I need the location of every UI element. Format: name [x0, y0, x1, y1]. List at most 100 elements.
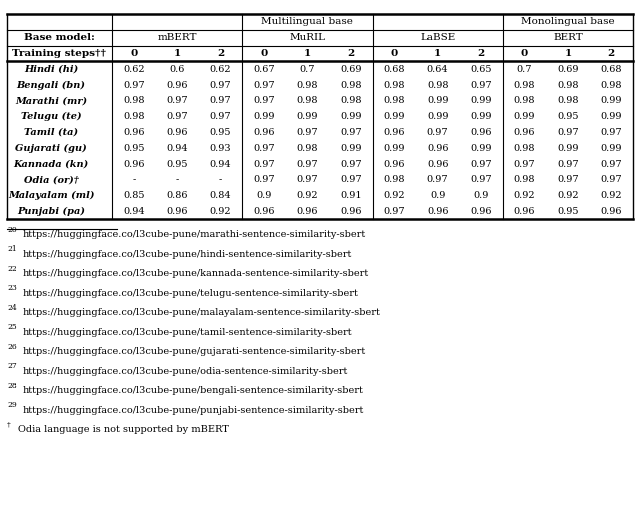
Text: Gujarati (gu): Gujarati (gu) — [15, 144, 87, 153]
Text: https://huggingface.co/l3cube-pune/telugu-sentence-similarity-sbert: https://huggingface.co/l3cube-pune/telug… — [22, 289, 358, 298]
Text: 0.97: 0.97 — [427, 176, 449, 185]
Text: 0.97: 0.97 — [253, 81, 275, 89]
Text: 0.92: 0.92 — [296, 191, 318, 200]
Text: 0.97: 0.97 — [427, 128, 449, 137]
Text: 0.96: 0.96 — [123, 160, 145, 169]
Text: https://huggingface.co/l3cube-pune/hindi-sentence-similarity-sbert: https://huggingface.co/l3cube-pune/hindi… — [22, 250, 352, 259]
Text: 0.96: 0.96 — [383, 128, 405, 137]
Text: 0: 0 — [130, 49, 138, 58]
Text: 0.97: 0.97 — [340, 176, 362, 185]
Text: 1: 1 — [173, 49, 180, 58]
Text: https://huggingface.co/l3cube-pune/malayalam-sentence-similarity-sbert: https://huggingface.co/l3cube-pune/malay… — [22, 309, 380, 318]
Text: 0.9: 0.9 — [474, 191, 489, 200]
Text: 29: 29 — [7, 402, 17, 410]
Text: 0.98: 0.98 — [514, 144, 535, 153]
Text: Base model:: Base model: — [24, 33, 95, 42]
Text: 0.97: 0.97 — [210, 112, 231, 121]
Text: -: - — [132, 176, 135, 185]
Text: https://huggingface.co/l3cube-pune/gujarati-sentence-similarity-sbert: https://huggingface.co/l3cube-pune/gujar… — [22, 347, 366, 356]
Text: 0.98: 0.98 — [514, 81, 535, 89]
Text: 26: 26 — [7, 343, 17, 351]
Text: 0.98: 0.98 — [296, 96, 318, 105]
Text: 0.69: 0.69 — [557, 65, 579, 74]
Text: 0.97: 0.97 — [166, 112, 188, 121]
Text: 0.98: 0.98 — [557, 81, 579, 89]
Text: 0.96: 0.96 — [340, 207, 362, 216]
Text: -: - — [175, 176, 179, 185]
Text: 0.97: 0.97 — [253, 144, 275, 153]
Text: 22: 22 — [7, 265, 17, 273]
Text: 25: 25 — [7, 323, 17, 331]
Text: MuRIL: MuRIL — [289, 33, 325, 42]
Text: -: - — [219, 176, 222, 185]
Text: 0.96: 0.96 — [470, 207, 492, 216]
Text: 0.96: 0.96 — [427, 160, 449, 169]
Text: Odia language is not supported by mBERT: Odia language is not supported by mBERT — [18, 426, 228, 435]
Text: 0.97: 0.97 — [340, 160, 362, 169]
Text: 0.97: 0.97 — [514, 160, 535, 169]
Text: 0.97: 0.97 — [253, 96, 275, 105]
Text: 1: 1 — [434, 49, 441, 58]
Text: 0.96: 0.96 — [427, 207, 449, 216]
Text: 0.68: 0.68 — [600, 65, 622, 74]
Text: 0.69: 0.69 — [340, 65, 362, 74]
Text: Malayalam (ml): Malayalam (ml) — [8, 191, 94, 200]
Text: 0.98: 0.98 — [514, 176, 535, 185]
Text: Hindi (hi): Hindi (hi) — [24, 65, 78, 74]
Text: †: † — [7, 421, 11, 429]
Text: 0.99: 0.99 — [340, 144, 362, 153]
Text: LaBSE: LaBSE — [420, 33, 455, 42]
Text: https://huggingface.co/l3cube-pune/kannada-sentence-similarity-sbert: https://huggingface.co/l3cube-pune/kanna… — [22, 269, 369, 278]
Text: 2: 2 — [347, 49, 355, 58]
Text: 0.86: 0.86 — [166, 191, 188, 200]
Text: 0.68: 0.68 — [383, 65, 405, 74]
Text: 0.97: 0.97 — [470, 81, 492, 89]
Text: 0.96: 0.96 — [296, 207, 318, 216]
Text: 0.95: 0.95 — [557, 112, 579, 121]
Text: 0.98: 0.98 — [296, 81, 318, 89]
Text: 0.94: 0.94 — [166, 144, 188, 153]
Text: 0.97: 0.97 — [557, 176, 579, 185]
Text: 0.98: 0.98 — [514, 96, 535, 105]
Text: Kannada (kn): Kannada (kn) — [13, 160, 89, 169]
Text: 0.91: 0.91 — [340, 191, 362, 200]
Text: Marathi (mr): Marathi (mr) — [15, 96, 87, 105]
Text: 0.99: 0.99 — [557, 144, 579, 153]
Text: 0.92: 0.92 — [383, 191, 405, 200]
Text: 0.97: 0.97 — [253, 160, 275, 169]
Text: 0.98: 0.98 — [383, 96, 405, 105]
Text: 0.94: 0.94 — [123, 207, 145, 216]
Text: mBERT: mBERT — [157, 33, 197, 42]
Text: 0.97: 0.97 — [470, 176, 492, 185]
Text: 0.97: 0.97 — [210, 96, 231, 105]
Text: 0.97: 0.97 — [210, 81, 231, 89]
Text: 0.99: 0.99 — [296, 112, 318, 121]
Text: 0.97: 0.97 — [253, 176, 275, 185]
Text: 0.97: 0.97 — [383, 207, 405, 216]
Text: Tamil (ta): Tamil (ta) — [24, 128, 78, 137]
Text: https://huggingface.co/l3cube-pune/tamil-sentence-similarity-sbert: https://huggingface.co/l3cube-pune/tamil… — [22, 328, 352, 337]
Text: 0.98: 0.98 — [557, 96, 579, 105]
Text: 0.97: 0.97 — [340, 128, 362, 137]
Text: 0.92: 0.92 — [210, 207, 231, 216]
Text: 0.96: 0.96 — [166, 207, 188, 216]
Text: 0.62: 0.62 — [210, 65, 231, 74]
Text: https://huggingface.co/l3cube-pune/marathi-sentence-similarity-sbert: https://huggingface.co/l3cube-pune/marat… — [22, 230, 366, 239]
Text: 0.96: 0.96 — [166, 81, 188, 89]
Text: 0.7: 0.7 — [300, 65, 315, 74]
Text: 0.99: 0.99 — [470, 112, 492, 121]
Text: 0.98: 0.98 — [600, 81, 622, 89]
Text: https://huggingface.co/l3cube-pune/bengali-sentence-similarity-sbert: https://huggingface.co/l3cube-pune/benga… — [22, 386, 364, 395]
Text: 0.7: 0.7 — [516, 65, 532, 74]
Text: 0.99: 0.99 — [427, 112, 449, 121]
Text: 0.99: 0.99 — [427, 96, 449, 105]
Text: 23: 23 — [7, 285, 17, 293]
Text: 0.97: 0.97 — [123, 81, 145, 89]
Text: 0.99: 0.99 — [253, 112, 275, 121]
Text: 0.97: 0.97 — [600, 176, 622, 185]
Text: 0.96: 0.96 — [514, 207, 535, 216]
Text: 0.96: 0.96 — [470, 128, 492, 137]
Text: 0.97: 0.97 — [296, 176, 318, 185]
Text: 0.97: 0.97 — [600, 160, 622, 169]
Text: 1: 1 — [564, 49, 572, 58]
